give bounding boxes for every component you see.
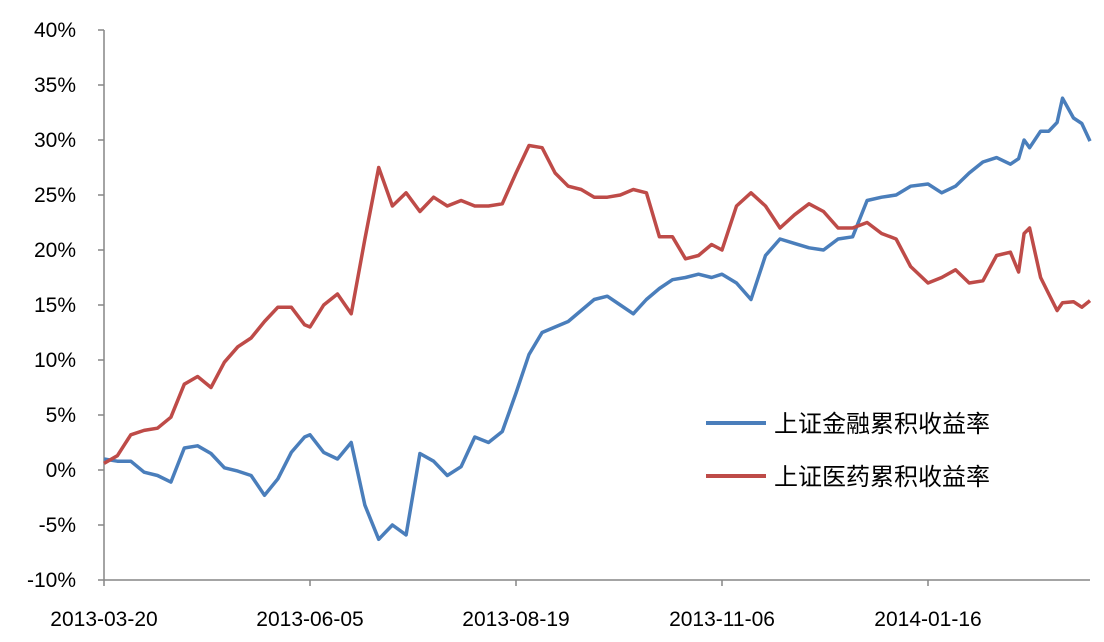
- x-tick-label: 2013-06-05: [256, 608, 363, 631]
- legend-label-pharma: 上证医药累积收益率: [774, 463, 990, 491]
- legend-label-finance: 上证金融累积收益率: [774, 410, 990, 438]
- y-tick-label: -10%: [27, 569, 76, 592]
- y-tick-label: 40%: [34, 19, 76, 42]
- series-lines: [103, 96, 1092, 542]
- x-tick-label: 2013-03-20: [50, 608, 157, 631]
- y-tick-label: 15%: [34, 294, 76, 317]
- x-tick-label: 2014-01-16: [874, 608, 981, 631]
- y-tick-label: 5%: [46, 404, 76, 427]
- series-line-finance: [103, 96, 1092, 542]
- y-tick-label: 10%: [34, 349, 76, 372]
- y-tick-label: 30%: [34, 129, 76, 152]
- y-tick-label: -5%: [39, 514, 76, 537]
- legend: 上证金融累积收益率 上证医药累积收益率: [706, 410, 990, 491]
- x-tick-label: 2013-11-06: [669, 608, 775, 631]
- y-tick-label: 0%: [46, 459, 76, 482]
- series-line-pharma: [103, 143, 1092, 465]
- y-axis: -10% -5% 0% 5% 10% 15% 20% 25% 30% 35% 40%: [27, 19, 105, 592]
- x-axis: 2013-03-20 2013-06-05 2013-08-19 2013-11-06…: [50, 579, 1090, 631]
- y-tick-label: 35%: [34, 74, 76, 97]
- x-tick-label: 2013-08-19: [462, 608, 569, 631]
- y-tick-label: 25%: [34, 184, 76, 207]
- y-tick-label: 20%: [34, 239, 76, 262]
